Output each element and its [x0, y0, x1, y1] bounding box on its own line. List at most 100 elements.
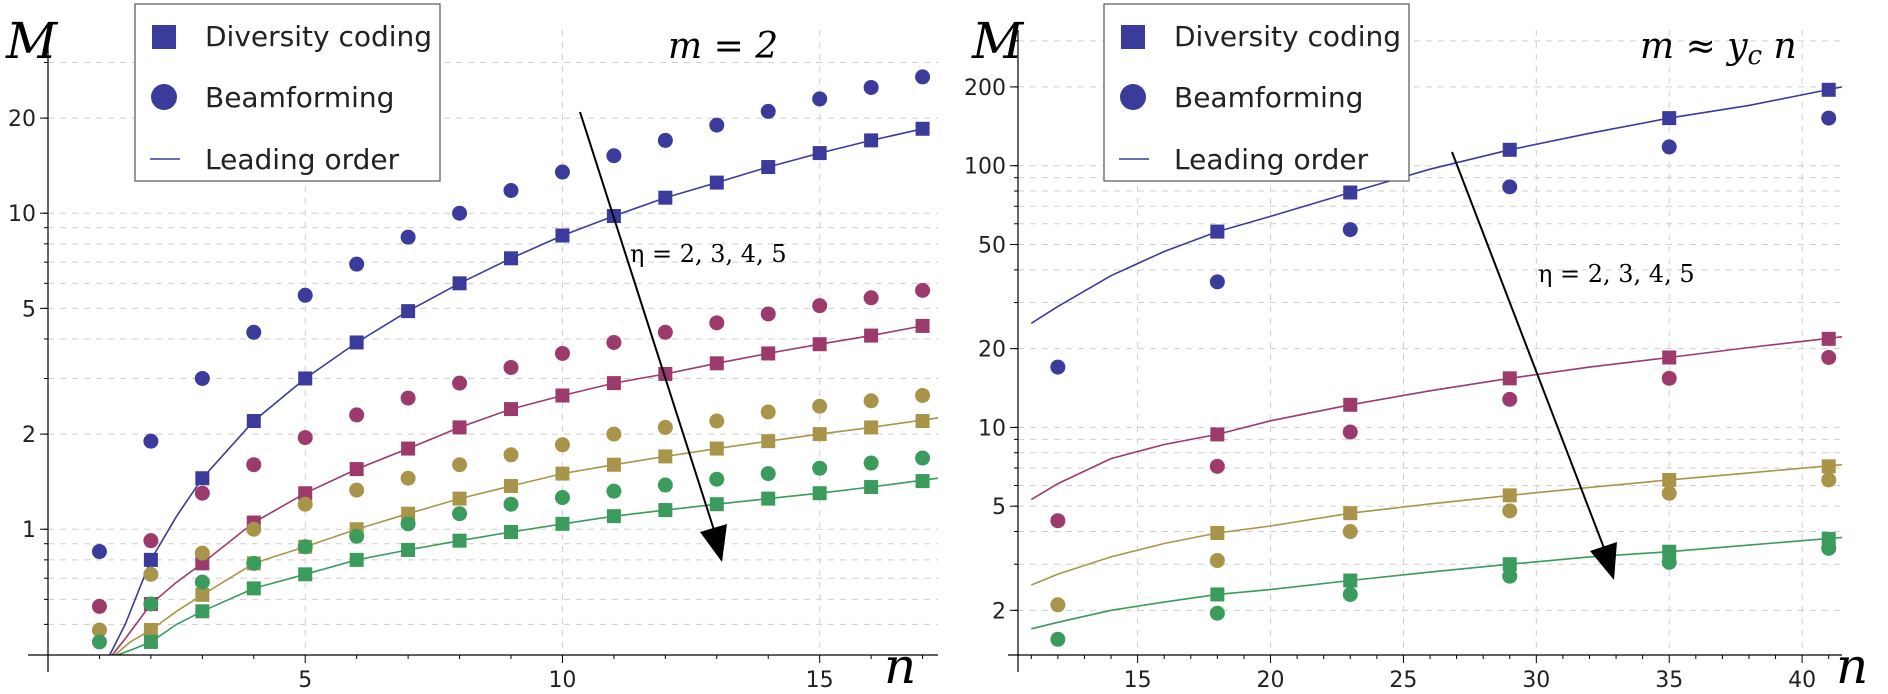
- beamforming-point-eta3: [1821, 349, 1837, 365]
- diversity-point-eta2: [709, 175, 724, 190]
- beamforming-point-eta5: [812, 460, 828, 476]
- y-ticks-right: 2 5 10 20 50 100 200: [964, 40, 1018, 624]
- legend-right: Diversity coding Beamforming Leading ord…: [1103, 3, 1410, 182]
- eta-annotation-left: η = 2, 3, 4, 5: [630, 240, 787, 268]
- diversity-point-eta5: [298, 567, 313, 582]
- legend-label-diversity: Diversity coding: [205, 20, 432, 53]
- beamforming-point-eta4: [1209, 553, 1225, 569]
- beamforming-point-eta3: [760, 306, 776, 322]
- diversity-point-eta4: [195, 587, 210, 602]
- beamforming-point-eta3: [246, 457, 262, 473]
- beamforming-point-eta4: [503, 447, 519, 463]
- diversity-point-eta3: [1210, 427, 1225, 442]
- x-axis-title-right: n: [1836, 637, 1868, 694]
- diversity-point-eta5: [864, 480, 879, 495]
- beamforming-point-eta2: [194, 370, 210, 386]
- diversity-point-eta5: [555, 516, 570, 531]
- diversity-point-eta3: [452, 420, 467, 435]
- diversity-point-eta4: [1502, 488, 1517, 503]
- beamforming-point-eta3: [812, 298, 828, 314]
- diversity-point-eta4: [812, 427, 827, 442]
- diversity-point-eta4: [761, 434, 776, 449]
- diversity-point-eta3: [1502, 371, 1517, 386]
- curves-left: [108, 128, 939, 656]
- diversity-point-eta2: [812, 146, 827, 161]
- leading-order-line-eta5: [1031, 536, 1843, 630]
- diversity-point-eta2: [658, 190, 673, 205]
- beamforming-point-eta2: [297, 287, 313, 303]
- diversity-point-eta2: [504, 251, 519, 266]
- x-tick-label: 35: [1655, 668, 1683, 693]
- diversity-point-eta4: [452, 491, 467, 506]
- y-tick-label: 100: [964, 155, 1006, 180]
- beamforming-point-eta2: [1821, 110, 1837, 126]
- diversity-point-eta2: [761, 160, 776, 175]
- x-tick-label: 10: [548, 668, 576, 693]
- beamforming-point-eta5: [657, 477, 673, 493]
- beamforming-point-eta3: [554, 345, 570, 361]
- diversity-point-eta3: [915, 318, 930, 333]
- beamforming-point-eta5: [709, 471, 725, 487]
- diversity-point-eta3: [1662, 350, 1677, 365]
- beamforming-point-eta2: [246, 324, 262, 340]
- diversity-point-eta5: [349, 552, 364, 567]
- eta-annotation-right: η = 2, 3, 4, 5: [1538, 260, 1695, 288]
- diversity-point-eta5: [761, 491, 776, 506]
- beamforming-point-eta3: [349, 407, 365, 423]
- y-tick-label: 2: [992, 599, 1006, 624]
- beamforming-point-eta2: [1342, 222, 1358, 238]
- y-tick-label: 1: [22, 518, 36, 543]
- diversity-point-eta3: [606, 376, 621, 391]
- diversity-point-eta5: [1502, 557, 1517, 572]
- diversity-point-eta4: [1821, 459, 1836, 474]
- beamforming-point-eta3: [400, 390, 416, 406]
- diversity-point-eta5: [1343, 573, 1358, 588]
- beamforming-point-eta5: [143, 596, 159, 612]
- legend-label-leading: Leading order: [1174, 143, 1369, 176]
- y-tick-label: 200: [964, 76, 1006, 101]
- y-tick-label: 50: [978, 233, 1006, 258]
- beamforming-point-eta5: [452, 506, 468, 522]
- diversity-point-eta5: [401, 542, 416, 557]
- beamforming-point-eta2: [1050, 359, 1066, 375]
- beamforming-point-eta4: [657, 419, 673, 435]
- legend-label-diversity: Diversity coding: [1174, 20, 1401, 53]
- beamforming-point-eta4: [812, 398, 828, 414]
- beamforming-point-eta2: [349, 256, 365, 272]
- markers-right: [1050, 82, 1837, 647]
- y-tick-label: 10: [978, 416, 1006, 441]
- diversity-point-eta4: [1210, 525, 1225, 540]
- diversity-point-eta2: [864, 133, 879, 148]
- y-tick-label: 5: [992, 495, 1006, 520]
- diversity-point-eta5: [195, 604, 210, 619]
- diversity-point-eta4: [143, 622, 158, 637]
- parameter-label-left: m = 2: [668, 26, 778, 67]
- beamforming-point-eta5: [349, 528, 365, 544]
- beamforming-point-eta2: [91, 544, 107, 560]
- diversity-point-eta3: [298, 486, 313, 501]
- beamforming-point-eta3: [863, 290, 879, 306]
- legend-label-beamforming: Beamforming: [1174, 81, 1363, 114]
- y-axis-title-left: M: [5, 12, 59, 70]
- diversity-point-eta5: [1210, 587, 1225, 602]
- beamforming-point-eta3: [143, 533, 159, 549]
- diversity-point-eta2: [246, 414, 261, 429]
- diversity-point-eta2: [555, 228, 570, 243]
- beamforming-point-eta5: [400, 516, 416, 532]
- diversity-point-eta2: [1343, 185, 1358, 200]
- beamforming-point-eta4: [246, 521, 262, 537]
- diversity-point-eta4: [1343, 506, 1358, 521]
- beamforming-point-eta3: [503, 359, 519, 375]
- beamforming-point-eta3: [1342, 424, 1358, 440]
- diversity-point-eta3: [1343, 397, 1358, 412]
- y-ticks-left: 1 2 5 10 20: [8, 61, 48, 656]
- diversity-point-eta5: [606, 509, 621, 524]
- beamforming-point-eta3: [1209, 458, 1225, 474]
- beamforming-point-eta4: [91, 622, 107, 638]
- diversity-point-eta5: [915, 474, 930, 489]
- x-ticks-right: 15 20 25 30 35 40: [1030, 655, 1830, 693]
- beamforming-point-eta4: [709, 413, 725, 429]
- diversity-point-eta2: [401, 304, 416, 319]
